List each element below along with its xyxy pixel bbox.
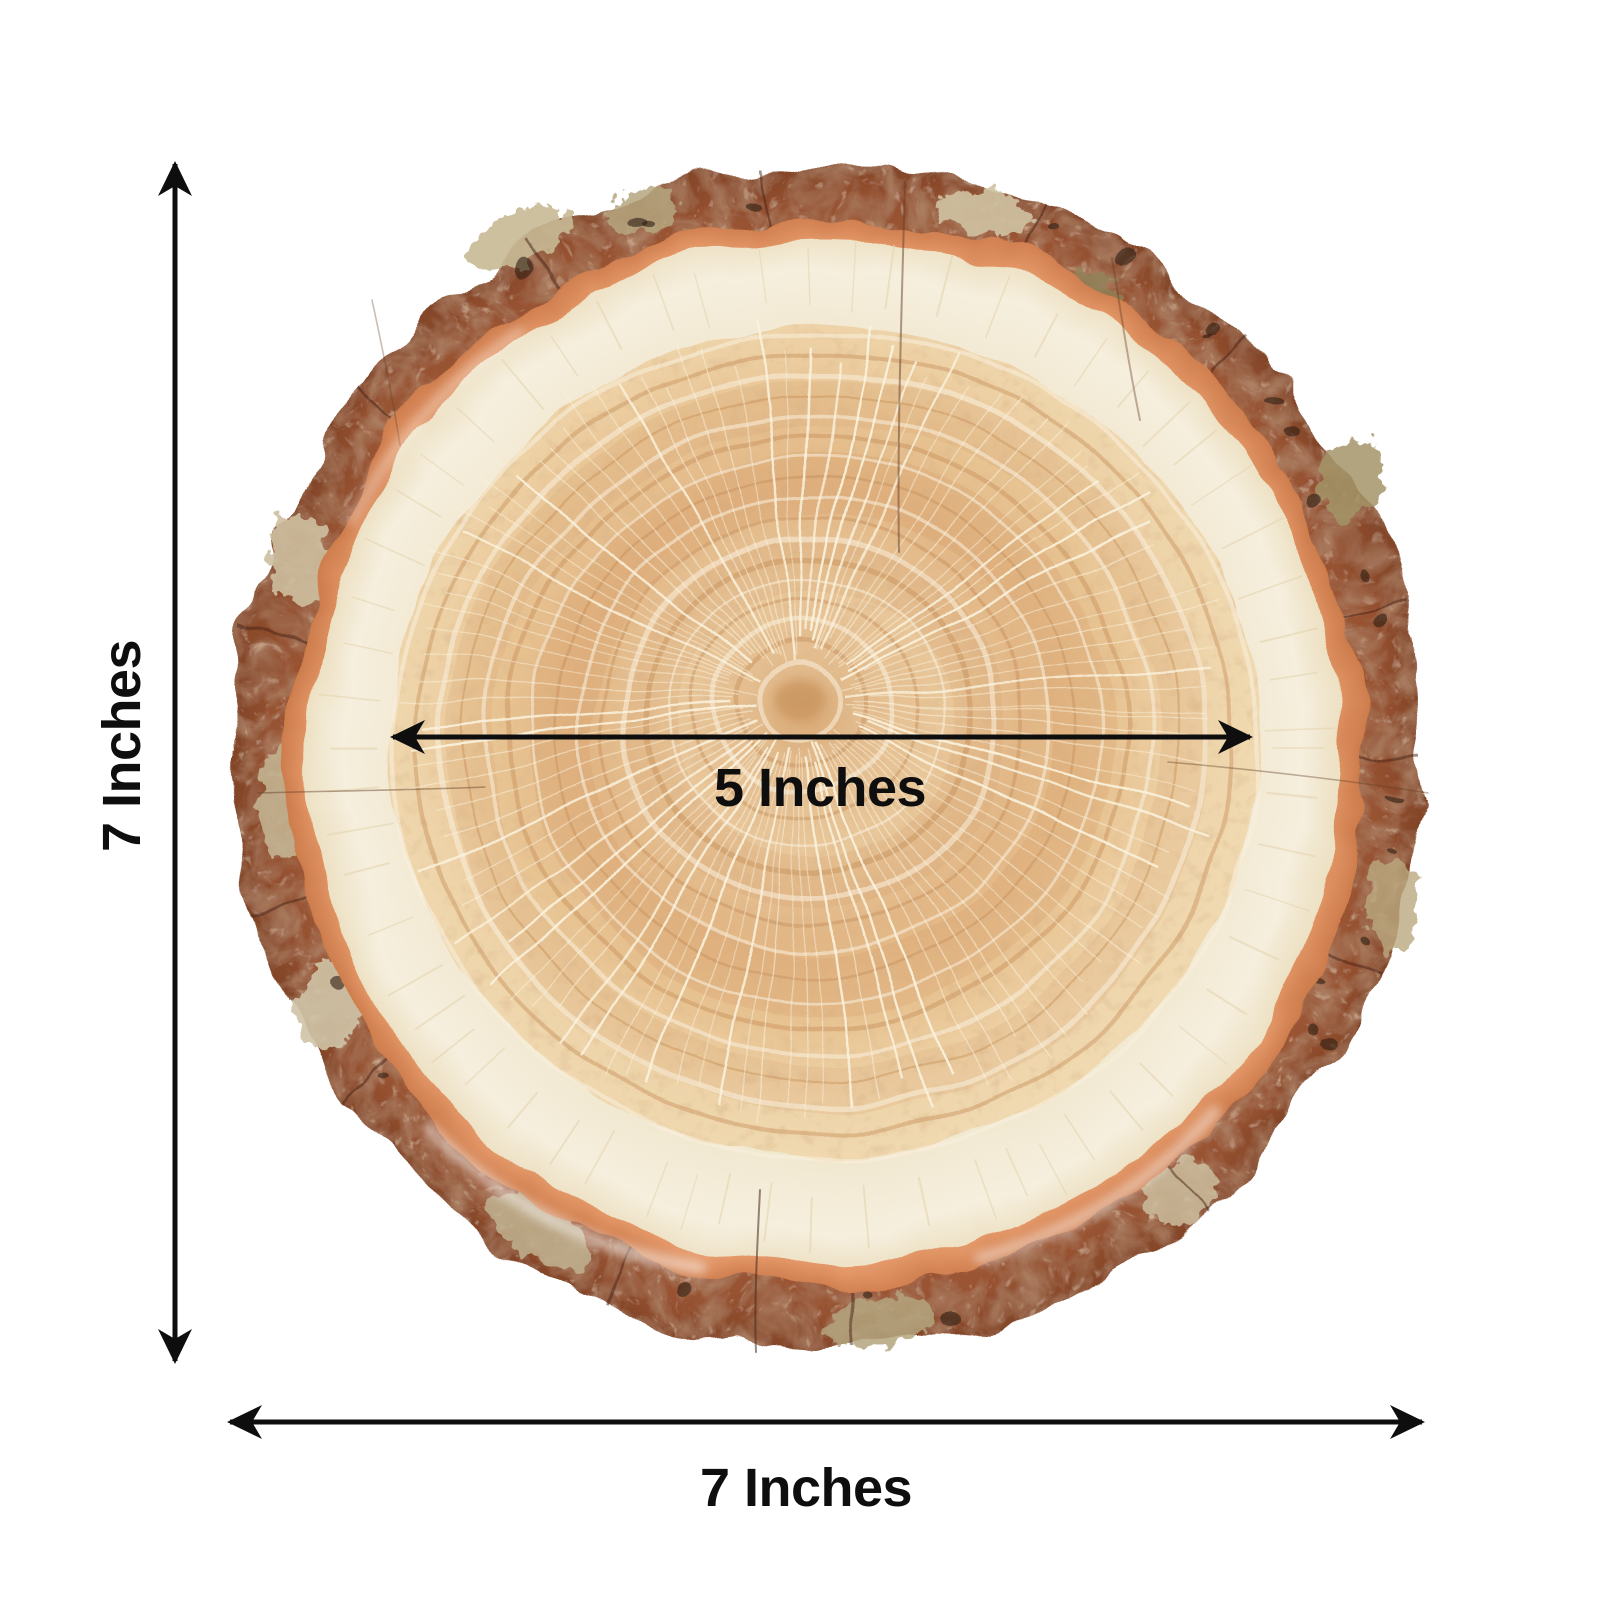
radial-cracks [257, 181, 1429, 1353]
inner-diameter-label: 5 Inches [714, 758, 926, 818]
gloss-highlights [347, 327, 1221, 1275]
width-label: 7 Inches [700, 1458, 912, 1518]
dimension-annotations: 7 Inches 5 Inches 7 Inches [92, 161, 1425, 1518]
pith-center [774, 680, 826, 720]
height-label: 7 Inches [92, 640, 152, 852]
sapwood-streaks [318, 241, 1335, 1253]
